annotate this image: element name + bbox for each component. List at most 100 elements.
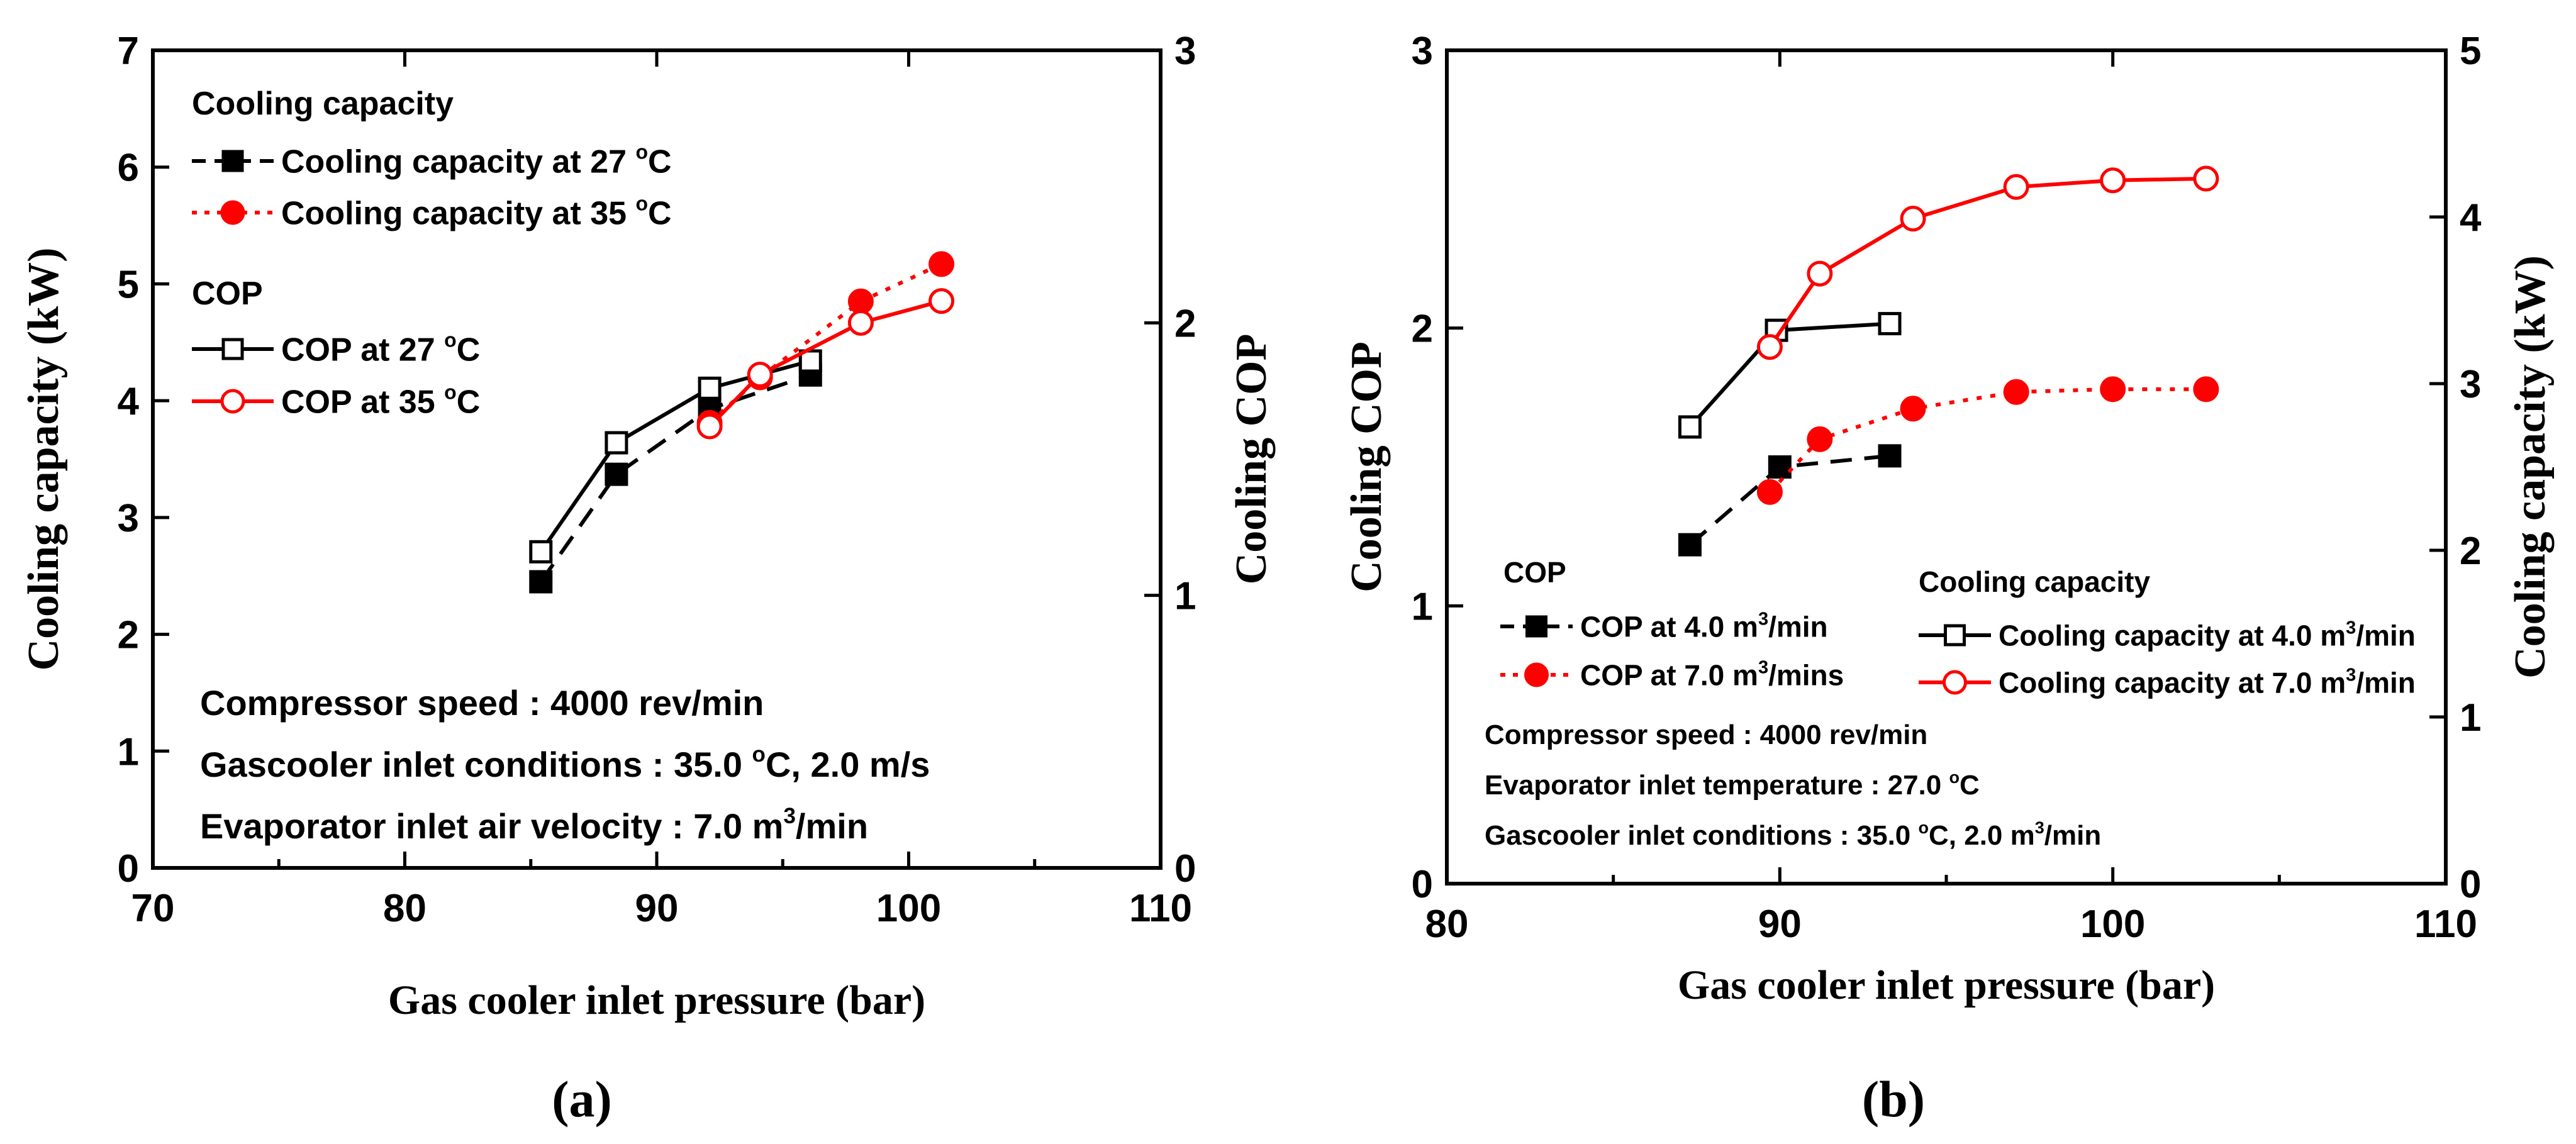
data-point	[1807, 426, 1833, 452]
y-left-tick-label: 7	[118, 30, 139, 73]
y-left-tick-label: 2	[1412, 308, 1433, 351]
annotation: Compressor speed : 4000 rev/min	[1485, 719, 1927, 750]
legend-entry-label: COP at 7.0 m3/mins	[1580, 658, 1844, 692]
x-tick-label: 80	[1425, 902, 1469, 946]
annotation: Evaporator inlet temperature : 27.0 oC	[1485, 768, 1980, 801]
annotation: Gascooler inlet conditions : 35.0 oC, 2.…	[1485, 818, 2101, 851]
y-right-tick-label: 2	[1174, 302, 1196, 345]
data-point	[847, 309, 874, 336]
y-right-tick-label: 0	[1174, 847, 1196, 891]
legend-entry-label: Cooling capacity at 27 oC	[281, 141, 672, 180]
plot-frame	[1445, 48, 2448, 886]
legend-marker	[221, 338, 244, 360]
series-line	[1768, 387, 2206, 494]
data-point	[529, 570, 553, 594]
x-tick-label: 70	[131, 887, 175, 930]
y-left-tick-label: 1	[1412, 585, 1433, 628]
data-point	[1900, 396, 1926, 422]
y-left-tick-label: 3	[1412, 30, 1433, 73]
y-right-tick-label: 2	[2460, 530, 2481, 573]
annotation: Evaporator inlet air velocity : 7.0 m3/m…	[200, 804, 868, 846]
x-tick-label: 100	[2080, 902, 2145, 946]
legend-marker	[1944, 624, 1966, 647]
annotation: Compressor speed : 4000 rev/min	[200, 683, 764, 723]
y-left-tick-label: 5	[118, 263, 139, 306]
y-left-tick-label: 3	[118, 497, 139, 540]
data-point	[696, 413, 723, 440]
legend-entry-label: COP at 27 oC	[281, 329, 480, 369]
series-line	[708, 299, 942, 428]
legend-entry-label: COP at 4.0 m3/min	[1580, 609, 1828, 643]
data-point	[798, 349, 822, 373]
y-left-tick-label: 1	[118, 730, 139, 774]
data-point	[2003, 379, 2029, 405]
data-point	[1678, 533, 1702, 557]
y-right-tick-label: 1	[1174, 575, 1196, 618]
data-point	[1807, 260, 1833, 287]
legend-marker	[221, 150, 244, 172]
series-line	[708, 262, 942, 425]
data-point	[1678, 415, 1702, 439]
x-tick-label: 90	[635, 887, 679, 930]
legend-entry-label: Cooling capacity at 7.0 m3/min	[1999, 665, 2416, 699]
data-point	[1878, 312, 1902, 336]
data-point	[605, 431, 628, 455]
series-line	[539, 373, 811, 583]
data-point	[2193, 376, 2219, 403]
x-tick-label: 80	[383, 887, 427, 930]
legend-marker	[220, 200, 245, 225]
y-right-tick-label: 4	[2460, 196, 2482, 240]
legend-title: Cooling capacity	[1919, 565, 2150, 598]
x-tick-label: 110	[1129, 887, 1192, 930]
legend-entry-label: COP at 35 oC	[281, 381, 480, 421]
y-right-tick-label: 0	[2460, 863, 2481, 906]
data-point	[2193, 165, 2219, 192]
data-point	[747, 362, 773, 388]
legend-entry-label: Cooling capacity at 35 oC	[281, 192, 672, 232]
x-tick-label: 110	[2414, 902, 2477, 946]
series-line	[1768, 177, 2206, 348]
panel-label-b: (b)	[1862, 1070, 1925, 1128]
legend-title: COP	[1503, 556, 1566, 589]
data-point	[928, 251, 955, 277]
legend-entry-label: Cooling capacity at 4.0 m3/min	[1999, 618, 2416, 652]
legend-title: COP	[192, 275, 263, 312]
data-point	[2100, 376, 2126, 403]
panel-label-a: (a)	[552, 1070, 612, 1128]
x-tick-label: 100	[876, 887, 941, 930]
x-tick-label: 90	[1758, 902, 1802, 946]
y-left-tick-label: 0	[1412, 863, 1433, 906]
data-point	[847, 288, 874, 314]
data-point	[2003, 174, 2029, 200]
y-left-tick-label: 4	[118, 380, 140, 423]
data-point	[529, 540, 553, 564]
y-axis-label-left: Cooling COP	[1342, 342, 1391, 592]
data-point	[698, 376, 722, 400]
data-point	[1900, 206, 1926, 232]
data-point	[2100, 167, 2126, 194]
series-line	[1688, 321, 1890, 428]
y-right-tick-label: 5	[2460, 30, 2481, 73]
legend-title: Cooling capacity	[192, 86, 454, 122]
legend-marker	[220, 389, 245, 414]
data-point	[1756, 334, 1783, 360]
data-point	[1878, 444, 1902, 468]
data-point	[928, 288, 955, 314]
y-right-tick-label: 3	[2460, 363, 2481, 406]
legend-marker	[1524, 662, 1549, 687]
y-axis-label-right: Cooling COP	[1227, 334, 1276, 585]
x-axis-label: Gas cooler inlet pressure (bar)	[1678, 962, 2215, 1008]
y-right-tick-label: 3	[1174, 30, 1196, 73]
x-axis-label: Gas cooler inlet pressure (bar)	[388, 977, 925, 1023]
legend-marker	[1525, 615, 1547, 638]
legend-marker	[1943, 670, 1967, 695]
y-left-tick-label: 6	[118, 147, 139, 190]
y-axis-label-left: Cooling capacity (kW)	[20, 248, 68, 671]
y-axis-label-right: Cooling capacity (kW)	[2506, 255, 2555, 679]
y-left-tick-label: 0	[118, 847, 139, 891]
y-right-tick-label: 1	[2460, 696, 2481, 740]
data-point	[1756, 479, 1783, 505]
